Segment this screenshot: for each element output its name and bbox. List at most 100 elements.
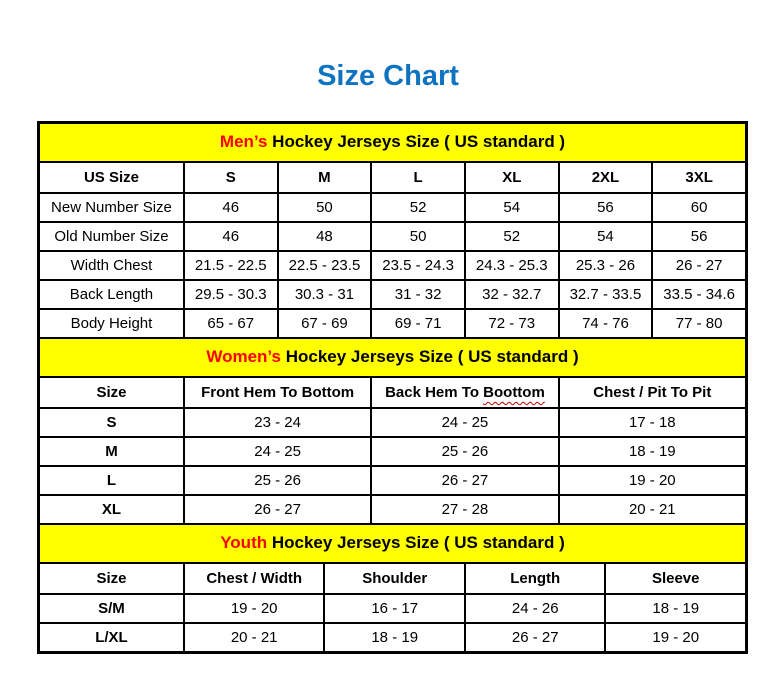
table-cell: 18 - 19 xyxy=(323,622,466,653)
mens-banner-highlight: Men’s xyxy=(219,132,268,151)
table-cell: 24 - 25 xyxy=(182,436,373,467)
table-cell: 19 - 20 xyxy=(557,465,748,496)
table-row: L/XL 20 - 21 18 - 19 26 - 27 19 - 20 xyxy=(38,622,747,653)
table-cell: 52 xyxy=(463,221,560,252)
misspelled-word: Boottom xyxy=(483,384,545,401)
table-cell: 74 - 76 xyxy=(557,308,654,339)
column-header: L xyxy=(370,161,466,194)
row-label: Width Chest xyxy=(38,250,185,281)
table-cell: 65 - 67 xyxy=(182,308,279,339)
table-cell: 26 - 27 xyxy=(370,465,560,496)
row-label: Body Height xyxy=(38,308,185,339)
row-label: L/XL xyxy=(38,622,185,653)
youth-header-row: Size Chest / Width Shoulder Length Sleev… xyxy=(38,562,747,595)
row-label: New Number Size xyxy=(38,192,185,223)
table-cell: 21.5 - 22.5 xyxy=(182,250,279,281)
mens-banner-text: Hockey Jerseys Size ( US standard ) xyxy=(267,132,566,151)
table-row: Back Length 29.5 - 30.3 30.3 - 31 31 - 3… xyxy=(38,279,747,310)
table-row: Body Height 65 - 67 67 - 69 69 - 71 72 -… xyxy=(38,308,747,339)
table-cell: 54 xyxy=(557,221,654,252)
youth-banner-text: Hockey Jerseys Size ( US standard ) xyxy=(267,533,565,552)
table-cell: 60 xyxy=(651,192,747,223)
table-cell: 46 xyxy=(182,192,279,223)
table-row: S/M 19 - 20 16 - 17 24 - 26 18 - 19 xyxy=(38,593,747,624)
table-cell: 50 xyxy=(370,221,466,252)
table-cell: 22.5 - 23.5 xyxy=(276,250,373,281)
table-row: Old Number Size 46 48 50 52 54 56 xyxy=(38,221,747,252)
row-label: S/M xyxy=(38,593,185,624)
table-cell: 50 xyxy=(276,192,373,223)
table-cell: 18 - 19 xyxy=(604,593,747,624)
table-cell: 19 - 20 xyxy=(182,593,326,624)
column-header: XL xyxy=(463,161,560,194)
column-header: 3XL xyxy=(651,161,747,194)
table-row: XL 26 - 27 27 - 28 20 - 21 xyxy=(38,494,748,525)
row-label: M xyxy=(38,436,185,467)
table-row: Width Chest 21.5 - 22.5 22.5 - 23.5 23.5… xyxy=(38,250,747,281)
womens-banner-row: Women’s Hockey Jerseys Size ( US standar… xyxy=(38,339,747,378)
table-cell: 72 - 73 xyxy=(463,308,560,339)
row-label: Back Length xyxy=(38,279,185,310)
table-row: M 24 - 25 25 - 26 18 - 19 xyxy=(38,436,748,467)
table-cell: 46 xyxy=(182,221,279,252)
column-header: S xyxy=(182,161,279,194)
table-cell: 33.5 - 34.6 xyxy=(651,279,747,310)
table-cell: 26 - 27 xyxy=(463,622,607,653)
table-cell: 29.5 - 30.3 xyxy=(182,279,279,310)
youth-banner: Youth Hockey Jerseys Size ( US standard … xyxy=(38,525,747,564)
table-cell: 52 xyxy=(370,192,466,223)
table-cell: 30.3 - 31 xyxy=(276,279,373,310)
table-cell: 24.3 - 25.3 xyxy=(463,250,560,281)
table-cell: 67 - 69 xyxy=(276,308,373,339)
mens-banner-row: Men’s Hockey Jerseys Size ( US standard … xyxy=(38,122,747,163)
table-cell: 20 - 21 xyxy=(557,494,748,525)
table-cell: 27 - 28 xyxy=(370,494,560,525)
table-cell: 26 - 27 xyxy=(651,250,747,281)
womens-banner-highlight: Women’s xyxy=(206,347,281,366)
table-cell: 25 - 26 xyxy=(182,465,373,496)
column-header: Sleeve xyxy=(604,562,747,595)
mens-header-row: US Size S M L XL 2XL 3XL xyxy=(38,161,747,194)
table-cell: 48 xyxy=(276,221,373,252)
table-cell: 18 - 19 xyxy=(557,436,748,467)
column-header: Chest / Pit To Pit xyxy=(557,376,748,409)
table-cell: 26 - 27 xyxy=(182,494,373,525)
table-cell: 32.7 - 33.5 xyxy=(557,279,654,310)
column-header: Size xyxy=(38,376,185,409)
table-cell: 17 - 18 xyxy=(557,407,748,438)
size-chart: Men’s Hockey Jerseys Size ( US standard … xyxy=(37,121,748,654)
youth-banner-highlight: Youth xyxy=(220,533,268,552)
womens-header-row: Size Front Hem To Bottom Back Hem To Boo… xyxy=(38,376,748,409)
mens-banner: Men’s Hockey Jerseys Size ( US standard … xyxy=(38,122,747,163)
column-header: M xyxy=(276,161,373,194)
column-header: Chest / Width xyxy=(182,562,326,595)
youth-banner-row: Youth Hockey Jerseys Size ( US standard … xyxy=(38,525,747,564)
womens-banner-text: Hockey Jerseys Size ( US standard ) xyxy=(280,347,579,366)
table-cell: 16 - 17 xyxy=(323,593,466,624)
column-header: Front Hem To Bottom xyxy=(182,376,373,409)
table-cell: 56 xyxy=(651,221,747,252)
mens-size-table: Men’s Hockey Jerseys Size ( US standard … xyxy=(38,122,747,339)
table-cell: 69 - 71 xyxy=(370,308,466,339)
column-header: US Size xyxy=(38,161,185,194)
youth-size-table: Youth Hockey Jerseys Size ( US standard … xyxy=(38,525,747,653)
table-cell: 32 - 32.7 xyxy=(463,279,560,310)
page-title: Size Chart xyxy=(317,60,459,92)
row-label: L xyxy=(38,465,185,496)
table-cell: 20 - 21 xyxy=(182,622,326,653)
table-row: New Number Size 46 50 52 54 56 60 xyxy=(38,192,747,223)
table-cell: 19 - 20 xyxy=(604,622,747,653)
table-cell: 31 - 32 xyxy=(370,279,466,310)
table-cell: 25 - 26 xyxy=(370,436,560,467)
table-cell: 25.3 - 26 xyxy=(557,250,654,281)
row-label: Old Number Size xyxy=(38,221,185,252)
row-label: S xyxy=(38,407,185,438)
column-header: Size xyxy=(38,562,185,595)
table-cell: 24 - 26 xyxy=(463,593,607,624)
column-header: 2XL xyxy=(557,161,654,194)
womens-size-table: Women’s Hockey Jerseys Size ( US standar… xyxy=(38,339,748,525)
table-cell: 23.5 - 24.3 xyxy=(370,250,466,281)
table-cell: 23 - 24 xyxy=(182,407,373,438)
row-label: XL xyxy=(38,494,185,525)
table-cell: 24 - 25 xyxy=(370,407,560,438)
